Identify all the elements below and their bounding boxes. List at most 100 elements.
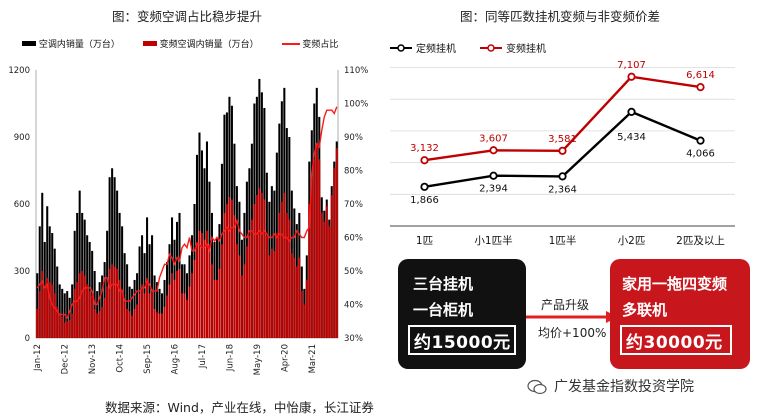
right-box-line1: 家用一拖四变频	[622, 275, 728, 293]
total-sales-bar	[106, 230, 109, 338]
total-sales-bar	[76, 212, 79, 338]
y-tick-label: 600	[14, 200, 30, 210]
inverter-sales-bar	[83, 275, 86, 338]
y2-tick-label: 110%	[344, 66, 368, 76]
total-sales-bar	[58, 284, 61, 338]
inverter-sales-bar	[86, 284, 89, 338]
inverter-sales-bar	[51, 284, 54, 338]
inverter-sales-bar	[200, 233, 203, 338]
inverter-sales-bar	[141, 284, 144, 338]
inverter-sales-bar	[91, 295, 94, 338]
inverter-sales-bar	[66, 321, 69, 338]
x-category-label: 小2匹	[618, 235, 646, 247]
inverter-sales-bar	[280, 201, 283, 338]
inverter-sales-bar	[175, 271, 179, 338]
inverter-sales-bar	[275, 233, 278, 338]
inverter-sales-bar	[255, 195, 258, 338]
fixed-data-label: 2,394	[479, 184, 508, 195]
inverter-sales-bar	[300, 291, 303, 338]
total-sales-bar	[108, 177, 111, 338]
inverter-sales-bar	[121, 288, 124, 338]
y-tick-label: 900	[14, 133, 30, 143]
inverter-sales-bar	[323, 221, 326, 338]
inverter-sales-bar	[228, 197, 231, 338]
inverter-sales-bar	[41, 271, 44, 338]
inverter-sales-bar	[133, 308, 136, 338]
inverter-share-line	[36, 106, 338, 320]
inverter-sales-bar	[168, 284, 171, 338]
inverter-sales-bar	[116, 268, 119, 338]
inverter-data-label: 3,132	[410, 143, 439, 154]
inverter-sales-bar	[56, 306, 59, 338]
inverter-sales-bar	[268, 255, 271, 338]
inverter-sales-bar	[193, 259, 196, 338]
left-box-price-frame	[408, 325, 516, 355]
inverter-sales-bar	[318, 159, 321, 338]
x-tick-label: Sep-15	[143, 344, 153, 374]
inverter-sales-bar	[278, 212, 281, 338]
right-chart-title: 图：同等匹数挂机变频与非变频价差	[460, 9, 661, 24]
inverter-sales-bar	[308, 204, 311, 338]
x-category-label: 2匹及以上	[676, 235, 725, 247]
wechat-icon	[527, 379, 547, 395]
left-box-line1: 三台挂机	[413, 275, 474, 293]
inverter-sales-bar	[325, 206, 328, 338]
inverter-sales-bar	[248, 235, 251, 338]
inverter-sales-bar	[295, 266, 298, 338]
inverter-sales-bar	[330, 195, 333, 338]
inverter-sales-bar	[250, 219, 253, 338]
total-sales-bar	[121, 226, 124, 338]
fixed-data-label: 1,866	[410, 195, 439, 206]
left-box-line2: 一台柜机	[413, 301, 474, 319]
legend-label-inverter: 变频空调内销量（万台）	[159, 40, 259, 50]
inverter-sales-bar	[136, 304, 139, 338]
left-config-box: 三台挂机 一台柜机 约15000元	[398, 259, 526, 369]
inverter-sales-bar	[273, 250, 276, 338]
inverter-sales-bar	[328, 226, 331, 338]
inverter-sales-bar	[270, 248, 273, 338]
data-source: 数据来源：Wind，产业在线，中怡康，长江证券	[105, 400, 374, 415]
inverter-sales-bar	[106, 286, 109, 338]
y-tick-label: 300	[14, 267, 30, 277]
inverter-sales-bar	[335, 148, 338, 338]
total-sales-bar	[46, 206, 49, 338]
inverter-sales-bar	[161, 313, 164, 338]
x-tick-label: Nov-13	[88, 344, 98, 374]
total-sales-bar	[88, 241, 91, 338]
inverter-sales-bar	[151, 288, 154, 338]
inverter-point	[558, 146, 567, 155]
total-sales-bar	[156, 282, 159, 338]
inverter-sales-bar	[188, 286, 191, 338]
x-tick-label: Apr-20	[280, 344, 290, 372]
inverter-sales-bar	[303, 304, 306, 338]
inverter-sales-bar	[208, 244, 211, 338]
inverter-sales-bar	[113, 266, 116, 338]
inverter-sales-bar	[320, 212, 323, 338]
total-sales-bar	[36, 273, 39, 338]
total-sales-bar	[153, 275, 156, 338]
y-tick-label: 0	[25, 334, 30, 344]
inverter-sales-bar	[43, 288, 46, 338]
inverter-sales-bar	[288, 219, 291, 338]
inverter-sales-bar	[131, 315, 134, 338]
legend-inverter-label: 变频挂机	[506, 42, 546, 55]
x-tick-label: Jul-17	[198, 344, 208, 369]
left-bar-chart: 0 300 600 900 1200 30% 40% 50% 60% 70% 80% 90% 100% 1…	[8, 66, 368, 375]
total-sales-bar	[68, 297, 71, 338]
inverter-sales-bar	[96, 313, 99, 338]
inverter-data-label: 3,607	[479, 133, 508, 144]
inverter-sales-bar	[48, 282, 51, 338]
x-category-label: 1匹	[416, 235, 433, 247]
inverter-sales-bar	[203, 239, 206, 338]
fixed-data-label: 4,066	[686, 149, 715, 160]
legend-line-red	[281, 42, 300, 45]
inverter-sales-bar	[230, 199, 233, 338]
inverter-sales-bar	[71, 313, 74, 338]
inverter-sales-bar	[128, 311, 131, 338]
legend-fixed-label: 定频挂机	[416, 42, 456, 55]
inverter-sales-bar	[78, 273, 81, 338]
inverter-sales-bar	[38, 291, 41, 338]
inverter-sales-bar	[315, 145, 318, 338]
inverter-data-label: 7,107	[617, 60, 646, 71]
y2-tick-label: 90%	[344, 133, 363, 143]
